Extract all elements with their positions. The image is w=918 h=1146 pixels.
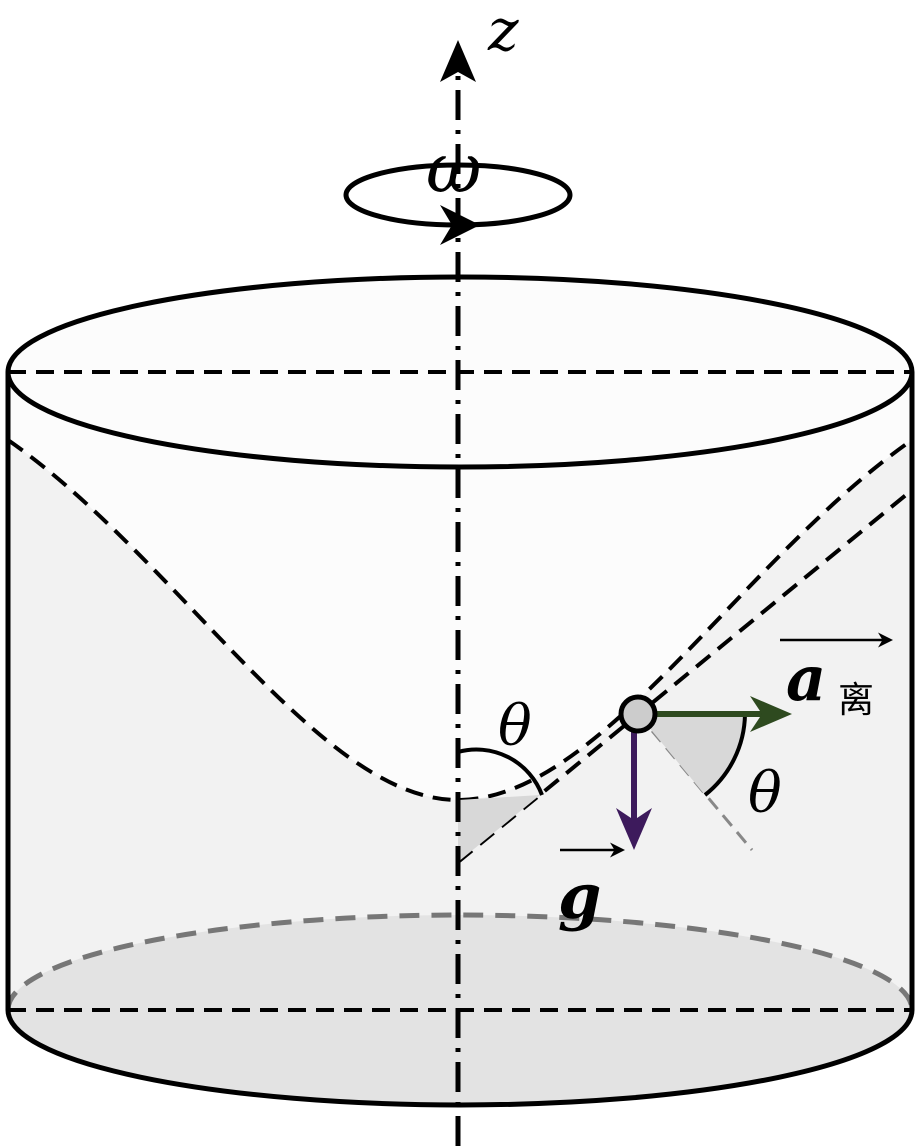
centrifugal-label: a xyxy=(786,642,826,715)
centrifugal-arrowhead-icon xyxy=(750,696,792,732)
centrifugal-subscript: 离 xyxy=(838,680,874,721)
angle-right-label: θ xyxy=(748,761,782,826)
parabola-curve xyxy=(6,438,914,803)
rotation-arrow-icon xyxy=(440,205,480,245)
arrow-up-icon xyxy=(440,40,476,82)
bottom-ellipse-back xyxy=(5,912,915,1011)
gravity-label: g xyxy=(558,860,601,933)
axis-label: z xyxy=(487,0,519,64)
angle-arc-particle xyxy=(703,713,747,797)
angle-arc-axis xyxy=(457,747,544,796)
angle-wedge-axis xyxy=(458,795,540,862)
gravity-arrowhead-icon xyxy=(616,808,652,850)
angle-wedge-particle xyxy=(638,714,745,795)
angular-velocity-label: ω xyxy=(426,130,481,209)
angle-top-label: θ xyxy=(498,694,532,759)
particle xyxy=(618,694,658,734)
